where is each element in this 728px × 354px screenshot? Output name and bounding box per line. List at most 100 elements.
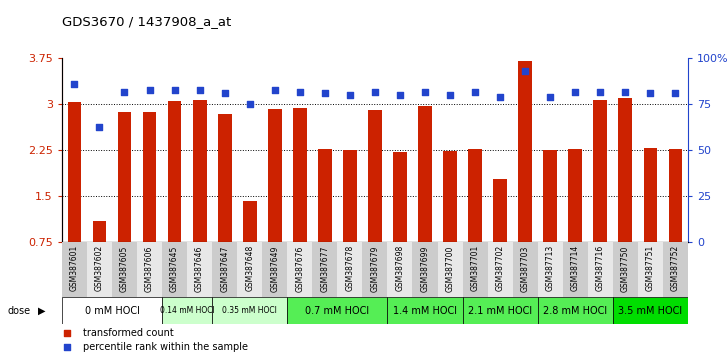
Text: GSM387645: GSM387645 — [170, 245, 179, 292]
Bar — [468, 149, 482, 242]
Text: GSM387714: GSM387714 — [571, 245, 579, 291]
Bar — [518, 61, 532, 242]
Bar — [218, 114, 232, 242]
Point — [569, 89, 581, 95]
Point — [169, 87, 181, 92]
Bar — [243, 201, 256, 242]
Point — [620, 89, 631, 95]
Bar — [613, 297, 688, 324]
Bar — [92, 221, 106, 242]
Bar — [112, 242, 137, 297]
Bar — [87, 242, 112, 297]
Text: 0.7 mM HOCl: 0.7 mM HOCl — [305, 306, 369, 316]
Bar — [543, 150, 557, 242]
Point — [545, 94, 556, 100]
Text: GSM387700: GSM387700 — [446, 245, 454, 292]
Bar — [563, 242, 587, 297]
Bar — [613, 242, 638, 297]
Bar — [393, 152, 407, 242]
Text: 2.1 mM HOCl: 2.1 mM HOCl — [468, 306, 532, 316]
Point — [219, 91, 231, 96]
Bar — [212, 242, 237, 297]
Bar — [237, 242, 262, 297]
Point — [644, 91, 656, 96]
Bar — [587, 242, 613, 297]
Bar — [343, 150, 357, 242]
Bar — [569, 149, 582, 242]
Text: 0.14 mM HOCl: 0.14 mM HOCl — [159, 306, 215, 315]
Bar — [413, 242, 438, 297]
Text: GSM387703: GSM387703 — [521, 245, 530, 292]
Bar — [293, 108, 306, 242]
Point — [444, 92, 456, 98]
Bar — [143, 112, 157, 242]
Text: GSM387713: GSM387713 — [546, 245, 555, 291]
Point — [244, 102, 256, 107]
Bar — [193, 99, 207, 242]
Point — [470, 89, 481, 95]
Bar — [288, 297, 387, 324]
Bar — [268, 109, 282, 242]
Bar — [638, 242, 663, 297]
Text: GSM387646: GSM387646 — [195, 245, 204, 292]
Bar — [363, 242, 387, 297]
Bar — [337, 242, 363, 297]
Bar — [62, 242, 87, 297]
Point — [595, 89, 606, 95]
Text: GSM387648: GSM387648 — [245, 245, 254, 291]
Point — [419, 89, 431, 95]
Bar — [513, 242, 538, 297]
Text: GSM387605: GSM387605 — [120, 245, 129, 292]
Bar — [118, 112, 131, 242]
Text: ▶: ▶ — [38, 306, 45, 316]
Text: GSM387676: GSM387676 — [296, 245, 304, 292]
Point — [670, 91, 681, 96]
Text: 3.5 mM HOCl: 3.5 mM HOCl — [618, 306, 682, 316]
Bar — [387, 242, 413, 297]
Bar — [663, 242, 688, 297]
Point — [394, 92, 405, 98]
Text: GSM387698: GSM387698 — [395, 245, 405, 291]
Bar — [387, 297, 462, 324]
Text: GSM387699: GSM387699 — [421, 245, 430, 292]
Bar — [368, 110, 381, 242]
Text: GSM387601: GSM387601 — [70, 245, 79, 291]
Text: GSM387606: GSM387606 — [145, 245, 154, 292]
Bar — [288, 242, 312, 297]
Point — [480, 305, 492, 310]
Text: GSM387677: GSM387677 — [320, 245, 329, 292]
Bar — [462, 242, 488, 297]
Bar — [488, 242, 513, 297]
Bar — [619, 98, 632, 242]
Point — [269, 87, 280, 92]
Bar — [538, 297, 613, 324]
Text: 2.8 mM HOCl: 2.8 mM HOCl — [543, 306, 607, 316]
Point — [68, 81, 80, 87]
Text: GSM387750: GSM387750 — [621, 245, 630, 292]
Bar — [418, 105, 432, 242]
Bar — [538, 242, 563, 297]
Text: GSM387649: GSM387649 — [270, 245, 280, 292]
Bar — [668, 149, 682, 242]
Bar — [462, 297, 538, 324]
Text: GSM387751: GSM387751 — [646, 245, 655, 291]
Point — [143, 87, 155, 92]
Text: GSM387602: GSM387602 — [95, 245, 104, 291]
Text: GSM387678: GSM387678 — [345, 245, 355, 291]
Point — [494, 94, 506, 100]
Bar — [62, 297, 162, 324]
Text: GSM387716: GSM387716 — [596, 245, 605, 291]
Bar — [262, 242, 288, 297]
Text: transformed count: transformed count — [83, 328, 174, 338]
Bar — [162, 242, 187, 297]
Bar — [438, 242, 462, 297]
Text: GDS3670 / 1437908_a_at: GDS3670 / 1437908_a_at — [62, 15, 231, 28]
Point — [369, 89, 381, 95]
Point — [344, 92, 356, 98]
Bar — [68, 102, 82, 242]
Text: GSM387702: GSM387702 — [496, 245, 505, 291]
Text: GSM387701: GSM387701 — [470, 245, 480, 291]
Point — [294, 89, 306, 95]
Text: 0 mM HOCl: 0 mM HOCl — [84, 306, 139, 316]
Point — [480, 179, 492, 185]
